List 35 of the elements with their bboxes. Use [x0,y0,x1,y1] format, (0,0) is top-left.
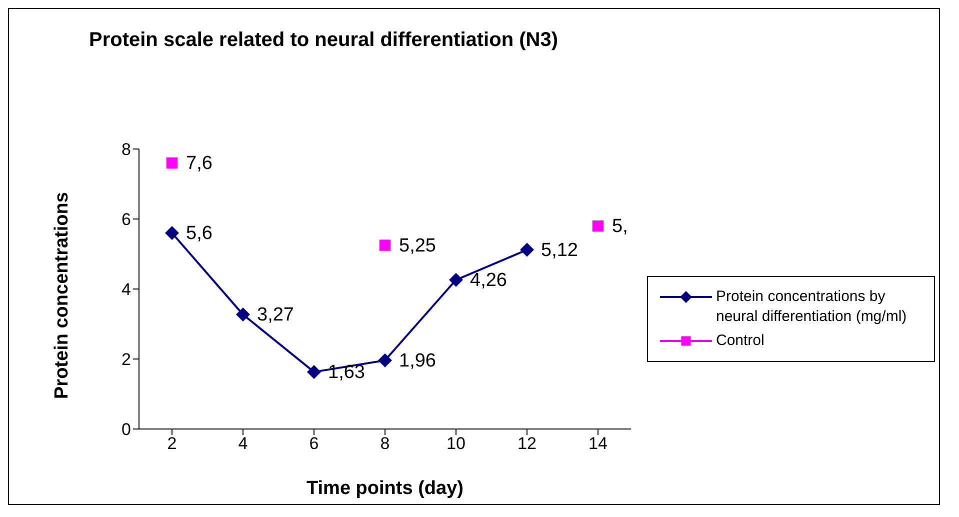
data-label: 5,25 [399,235,436,256]
x-tick-label: 14 [588,434,608,454]
x-axis-title: Time points (day) [306,478,464,499]
x-tick-label: 4 [238,434,248,454]
data-label: 5,12 [541,240,578,261]
data-label: 1,63 [328,362,365,383]
x-tick-label: 6 [309,434,319,454]
x-tick-label: 8 [380,434,390,454]
data-label: 5,6 [186,223,212,244]
y-tick-label: 4 [122,280,131,300]
point [379,240,391,251]
legend-label: Control [716,331,764,351]
x-tick-label: 2 [167,434,177,454]
point [166,157,178,169]
y-tick-label: 0 [122,420,131,440]
data-label: 7,6 [186,153,212,174]
data-label: 4,26 [470,270,507,291]
y-tick-label: 8 [122,140,131,160]
x-tick-label: 10 [446,434,466,454]
point [307,364,321,379]
data-label: 1,96 [399,350,436,372]
point [165,226,179,240]
point [236,308,250,322]
point [378,353,392,368]
x-tick-label: 12 [518,434,536,454]
y-tick-label: 2 [122,350,131,370]
point [449,272,463,287]
data-label: 3,27 [257,304,294,326]
legend-label: Protein concentrations by neural differentiation (mg/ml) [716,287,908,327]
point [592,220,604,232]
chart-title: Protein scale related to neural differentiation (N3) [89,29,558,52]
y-tick-label: 6 [122,210,131,230]
annotation: 5, [612,216,628,237]
y-axis-title: Protein concentrations [52,192,73,399]
point [520,242,534,257]
